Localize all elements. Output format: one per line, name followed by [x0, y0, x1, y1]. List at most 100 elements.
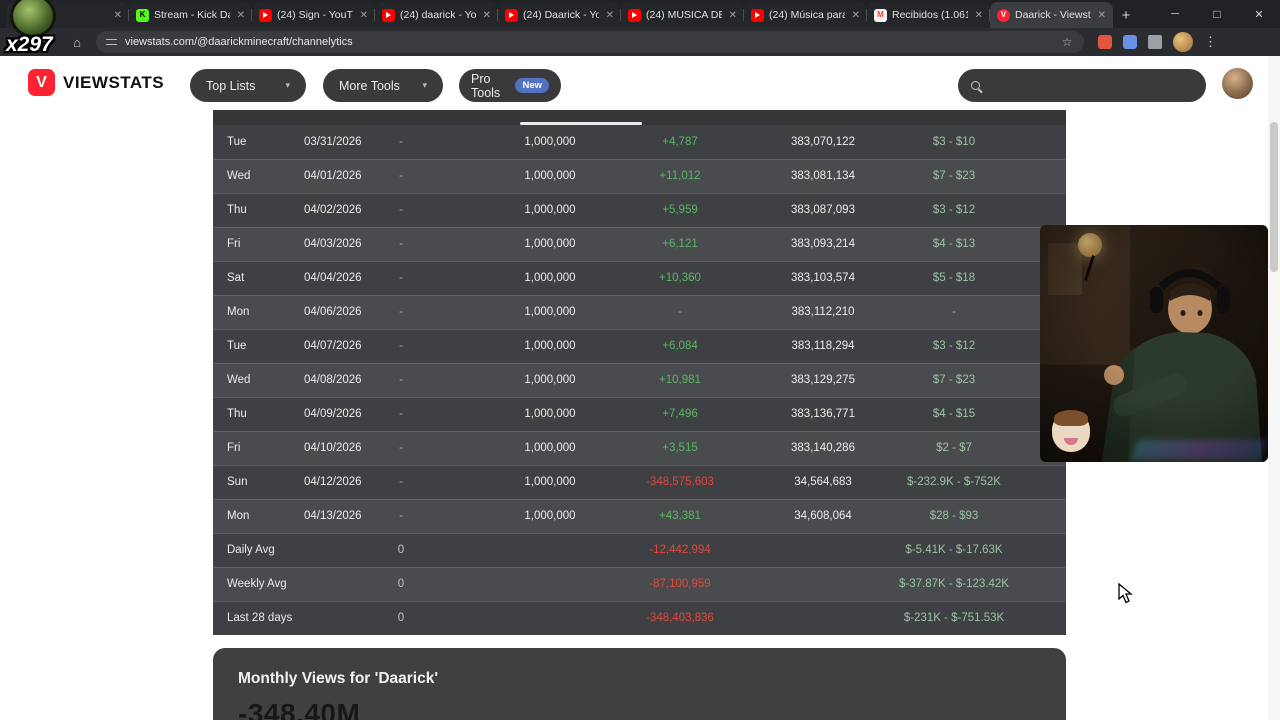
viewstats-logo[interactable]: V VIEWSTATS: [28, 69, 164, 96]
page-scrollbar[interactable]: [1268, 56, 1280, 720]
tab-close-button[interactable]: ✕: [482, 9, 491, 21]
cell-views-change: +10,981: [659, 374, 701, 386]
tab-close-button[interactable]: ✕: [728, 9, 737, 21]
tab-close-button[interactable]: ✕: [605, 9, 614, 21]
tab-close-button[interactable]: ✕: [236, 9, 245, 21]
tab-close-button[interactable]: ✕: [113, 9, 122, 21]
browser-tab[interactable]: M Recibidos (1.061) - ... ✕: [867, 2, 990, 28]
cell-day: Thu: [227, 204, 247, 216]
youtube-favicon: [382, 8, 395, 22]
browser-tab[interactable]: (24) Daarick - YouTu... ✕: [498, 2, 621, 28]
nav-more-tools[interactable]: More Tools: [323, 69, 443, 102]
cell-day: Tue: [227, 340, 247, 352]
browser-tab[interactable]: (24) MUSICA DE FO... ✕: [621, 2, 744, 28]
tab-close-button[interactable]: ✕: [1097, 9, 1106, 21]
tab-title: (24) daarick - YouTub...: [400, 9, 476, 21]
cell-dash: -: [399, 238, 403, 250]
cell-dash: -: [399, 340, 403, 352]
cell-earnings: $4 - $15: [932, 408, 976, 420]
extension-icon[interactable]: [1098, 35, 1112, 49]
tab-title: Stream - Kick Dashb...: [154, 9, 230, 21]
cell-earnings: $3 - $12: [932, 340, 976, 352]
summary-row: Daily Avg 0 -12,442,994 $-5.41K - $-17.63K: [213, 533, 1066, 567]
summary-views-change: -348,403,836: [646, 612, 714, 624]
table-row: Tue 03/31/2026 - 1,000,000 +4,787 383,070,122…: [213, 125, 1066, 159]
browser-tab[interactable]: (24) Sign - YouTube ✕: [252, 2, 375, 28]
table-row: Tue 04/07/2026 - 1,000,000 +6,084 383,118,294…: [213, 329, 1066, 363]
cell-dash: -: [399, 272, 403, 284]
cell-earnings: $7 - $23: [932, 374, 976, 386]
chevron-down-icon: [285, 80, 290, 91]
summary-views-change: -87,100,959: [649, 578, 711, 590]
cell-total-views: 383,140,286: [791, 442, 855, 454]
bookmark-star-icon[interactable]: [1060, 35, 1074, 49]
browser-profile-avatar[interactable]: [1173, 32, 1193, 52]
cell-earnings: $4 - $13: [932, 238, 976, 250]
extension-icon[interactable]: [1123, 35, 1137, 49]
address-bar[interactable]: viewstats.com/@daarickminecraft/channely…: [96, 31, 1084, 53]
browser-tab[interactable]: V Daarick - Viewstats ✕: [990, 2, 1113, 28]
tab-title: (24) Daarick - YouTu...: [523, 9, 599, 21]
cell-subscribers: 1,000,000: [524, 272, 576, 284]
cell-subscribers: 1,000,000: [524, 442, 576, 454]
mouse-cursor: [1118, 582, 1136, 609]
tab-title: Daarick - Viewstats: [1015, 9, 1091, 21]
nav-top-lists[interactable]: Top Lists: [190, 69, 306, 102]
cell-day: Tue: [227, 136, 247, 148]
tab-title: (24) Música para Ce...: [769, 9, 845, 21]
cell-dash: -: [399, 204, 403, 216]
monthly-views-card: Monthly Views for 'Daarick' -348.40M: [213, 648, 1066, 720]
tab-close-button[interactable]: ✕: [851, 9, 860, 21]
cell-day: Fri: [227, 442, 241, 454]
cell-subscribers: 1,000,000: [524, 374, 576, 386]
cell-date: 04/07/2026: [304, 340, 362, 352]
cell-earnings: $5 - $18: [932, 272, 976, 284]
cell-views-change: +7,496: [662, 408, 698, 420]
maximize-button[interactable]: [1196, 0, 1238, 28]
cell-views-change: +3,515: [662, 442, 698, 454]
new-tab-button[interactable]: [1113, 2, 1139, 28]
cell-subscribers: 1,000,000: [524, 170, 576, 182]
scrollbar-thumb[interactable]: [1270, 122, 1278, 272]
window-close-button[interactable]: [1238, 0, 1280, 28]
summary-label: Daily Avg: [227, 544, 275, 556]
tab-close-button[interactable]: ✕: [359, 9, 368, 21]
nav-pro-tools[interactable]: Pro Tools New: [459, 69, 561, 102]
cell-earnings: $-232.9K - $-752K: [907, 476, 1001, 488]
cell-views-change: +6,084: [662, 340, 698, 352]
browser-tab[interactable]: (24) Música para Ce... ✕: [744, 2, 867, 28]
viewstats-favicon: V: [997, 8, 1010, 22]
search-input[interactable]: [989, 78, 1193, 93]
minimize-button[interactable]: [1154, 0, 1196, 28]
user-avatar[interactable]: [1222, 68, 1253, 99]
cell-earnings: $7 - $23: [932, 170, 976, 182]
emote-sticker: [1052, 410, 1090, 452]
table-row: Thu 04/02/2026 - 1,000,000 +5,959 383,087,093…: [213, 193, 1066, 227]
cell-dash: -: [399, 374, 403, 386]
cell-day: Wed: [227, 170, 251, 182]
table-row: Fri 04/03/2026 - 1,000,000 +6,121 383,093,214…: [213, 227, 1066, 261]
tab-close-button[interactable]: ✕: [974, 9, 983, 21]
cell-subscribers: 1,000,000: [524, 136, 576, 148]
site-info-icon[interactable]: [106, 38, 117, 47]
cell-day: Sun: [227, 476, 248, 488]
cell-dash: -: [399, 170, 403, 182]
extensions-puzzle-icon[interactable]: [1148, 35, 1162, 49]
nav-label: Pro Tools: [471, 71, 501, 100]
table-row: Sun 04/12/2026 - 1,000,000 -348,575,603 34,56…: [213, 465, 1066, 499]
site-header: V VIEWSTATS Top Lists More Tools Pro Too…: [0, 56, 1280, 110]
counter-text: x297: [6, 33, 53, 56]
search-bar[interactable]: [958, 69, 1206, 102]
cell-total-views: 383,112,210: [791, 306, 855, 318]
counter-emote-icon: [10, 0, 56, 38]
webcam-overlay: [1040, 225, 1268, 462]
browser-tab[interactable]: (24) daarick - YouTub... ✕: [375, 2, 498, 28]
cell-date: 04/08/2026: [304, 374, 362, 386]
chevron-down-icon: [422, 80, 427, 91]
cell-subscribers: 1,000,000: [524, 510, 576, 522]
cell-total-views: 383,093,214: [791, 238, 855, 250]
active-column-underline: [520, 122, 642, 125]
youtube-favicon: [259, 8, 272, 22]
browser-menu-icon[interactable]: [1204, 34, 1216, 50]
browser-tab[interactable]: K Stream - Kick Dashb... ✕: [129, 2, 252, 28]
